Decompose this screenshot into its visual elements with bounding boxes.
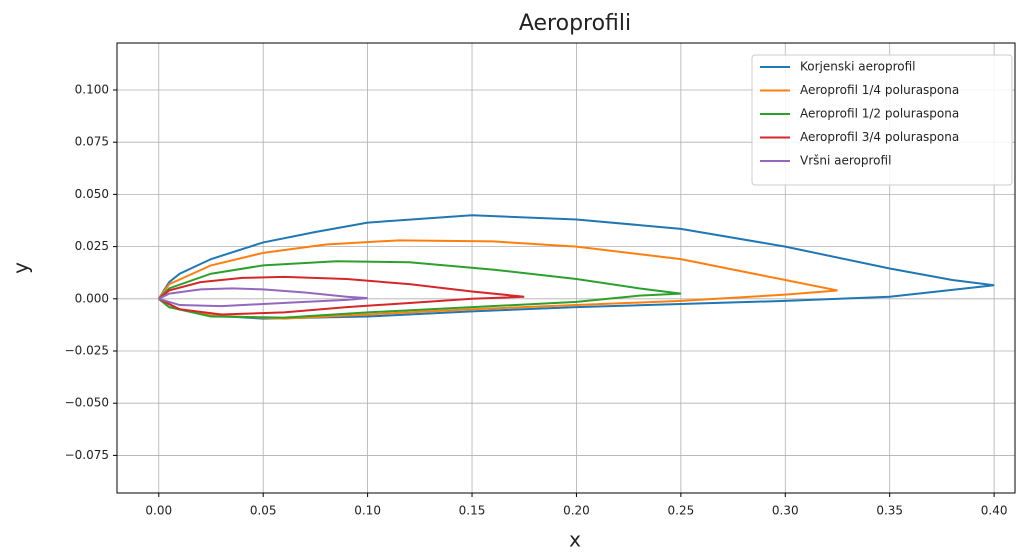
x-tick-label: 0.25: [668, 504, 695, 518]
y-tick-label: −0.025: [65, 344, 109, 358]
y-tick-label: 0.050: [75, 187, 109, 201]
series-line: [158, 275, 525, 316]
y-tick-label: −0.075: [65, 448, 109, 462]
y-tick-label: 0.075: [75, 135, 109, 149]
y-tick-label: 0.000: [75, 291, 109, 305]
y-tick-label: 0.025: [75, 239, 109, 253]
y-axis-label: y: [9, 262, 33, 274]
y-tick-label: −0.050: [65, 396, 109, 410]
x-tick-label: 0.10: [354, 504, 381, 518]
legend-label: Vršni aeroprofil: [800, 154, 891, 168]
legend-label: Korjenski aeroprofil: [800, 60, 916, 74]
legend-label: Aeroprofil 1/4 poluraspona: [800, 83, 959, 97]
legend-label: Aeroprofil 3/4 poluraspona: [800, 130, 959, 144]
y-tick-label: 0.100: [75, 82, 109, 96]
legend-box: [751, 54, 1013, 186]
x-tick-label: 0.20: [563, 504, 590, 518]
series-line: [157, 239, 838, 320]
legend-label: Aeroprofil 1/2 poluraspona: [800, 107, 959, 121]
x-tick-label: 0.30: [772, 504, 799, 518]
chart-title: Aeroprofili: [519, 11, 631, 36]
x-tick-label: 0.00: [145, 504, 172, 518]
series-line: [158, 260, 681, 319]
plot-frame: [116, 42, 1016, 494]
x-tick-label: 0.05: [250, 504, 277, 518]
series-line: [157, 214, 995, 320]
series-line: [158, 287, 368, 308]
x-tick-label: 0.40: [981, 504, 1008, 518]
x-tick-label: 0.35: [876, 504, 903, 518]
x-axis-label: x: [569, 528, 581, 552]
x-tick-label: 0.15: [459, 504, 486, 518]
